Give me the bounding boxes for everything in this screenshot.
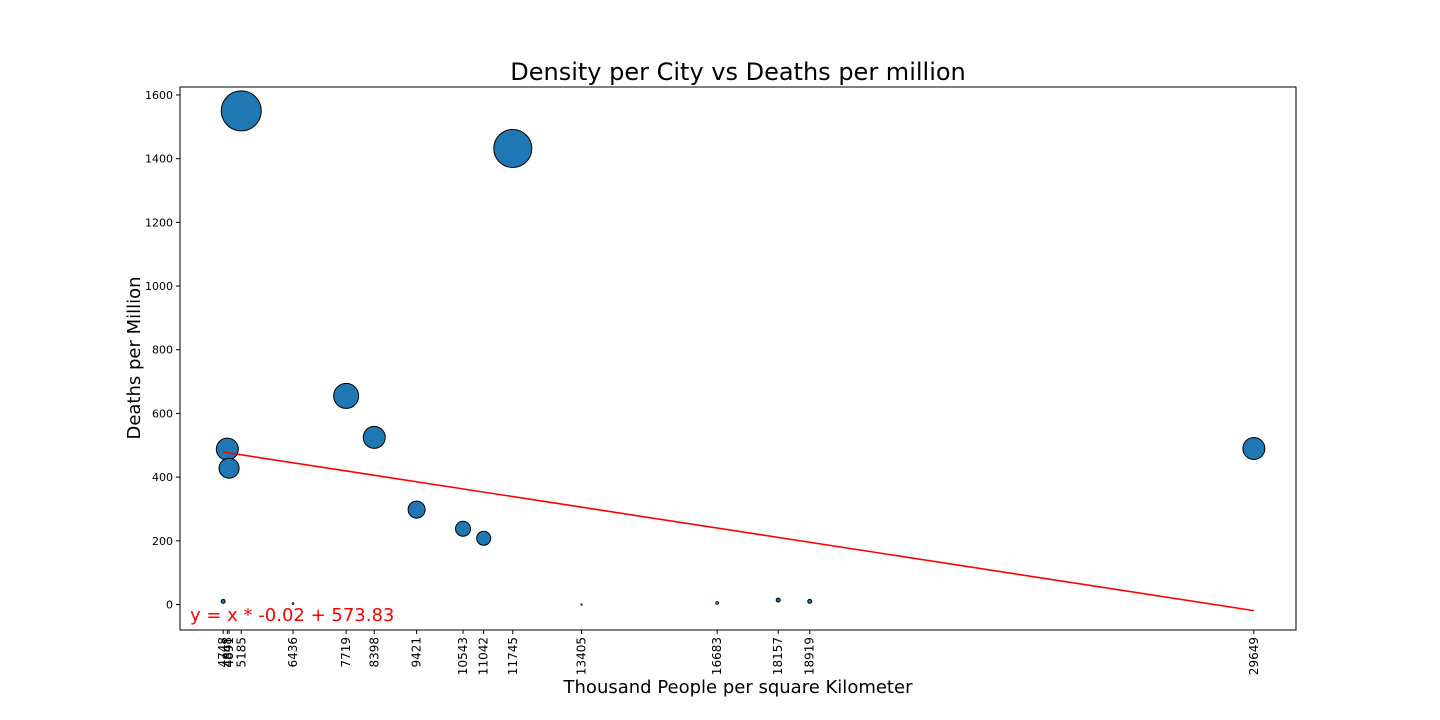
data-point bbox=[407, 500, 426, 519]
data-point bbox=[807, 598, 813, 604]
y-axis-label: Deaths per Million bbox=[124, 276, 145, 439]
y-tick-label: 1400 bbox=[145, 153, 173, 166]
data-point bbox=[220, 598, 226, 604]
x-tick-label: 6436 bbox=[286, 637, 300, 668]
x-tick-label: 11042 bbox=[477, 637, 491, 675]
regression-equation: y = x * -0.02 + 573.83 bbox=[190, 605, 394, 626]
y-tick-label: 1600 bbox=[145, 89, 173, 102]
data-point bbox=[715, 601, 719, 605]
y-tick-label: 200 bbox=[152, 535, 173, 548]
x-tick-label: 18157 bbox=[771, 637, 785, 675]
x-tick-label: 4748 bbox=[216, 637, 230, 668]
x-tick-label: 9421 bbox=[410, 637, 424, 668]
x-tick-label: 11745 bbox=[506, 637, 520, 675]
regression-line bbox=[223, 451, 1254, 612]
x-tick-label: 5185 bbox=[234, 637, 248, 668]
data-point bbox=[476, 530, 492, 546]
x-tick-label: 13405 bbox=[574, 637, 588, 675]
data-point bbox=[775, 597, 781, 603]
x-axis-label: Thousand People per square Kilometer bbox=[563, 677, 914, 698]
y-tick-label: 1000 bbox=[145, 280, 173, 293]
x-tick-label: 16683 bbox=[710, 637, 724, 675]
x-tick-label: 8398 bbox=[367, 637, 381, 668]
y-tick-label: 1200 bbox=[145, 216, 173, 229]
data-point bbox=[362, 425, 386, 449]
x-tick-label: 4891 bbox=[222, 637, 236, 668]
data-point bbox=[215, 437, 239, 461]
data-point bbox=[580, 603, 583, 606]
data-point bbox=[218, 457, 240, 479]
x-tick-label: 10543 bbox=[456, 637, 470, 675]
data-point bbox=[291, 602, 295, 605]
x-tick-label: 29649 bbox=[1247, 637, 1261, 675]
data-points bbox=[215, 90, 1266, 606]
y-tick-label: 600 bbox=[152, 407, 173, 420]
data-point bbox=[220, 90, 262, 132]
plot-area bbox=[179, 86, 1297, 631]
data-point bbox=[1242, 436, 1266, 460]
y-axis: 0 200 400 600 800 1000 1200 1400 1600 bbox=[145, 89, 180, 612]
y-tick-label: 800 bbox=[152, 344, 173, 357]
x-tick-label: 7719 bbox=[339, 637, 353, 668]
y-tick-label: 400 bbox=[152, 471, 173, 484]
data-point bbox=[455, 520, 472, 537]
x-tick-label: 18919 bbox=[803, 637, 817, 675]
data-point bbox=[493, 128, 533, 168]
chart-title: Density per City vs Deaths per million bbox=[510, 58, 966, 86]
data-point bbox=[333, 382, 360, 409]
y-tick-label: 0 bbox=[166, 599, 173, 612]
x-tick-label: 4848 bbox=[220, 637, 234, 668]
